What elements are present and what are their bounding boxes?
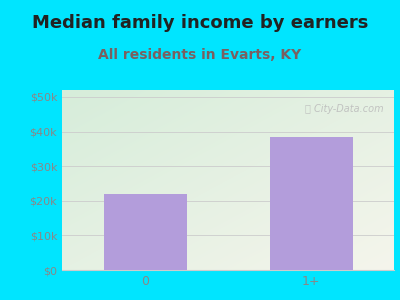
Bar bbox=[270, 137, 352, 270]
Text: Median family income by earners: Median family income by earners bbox=[32, 14, 368, 32]
Text: ⓘ City-Data.com: ⓘ City-Data.com bbox=[306, 104, 384, 114]
Text: All residents in Evarts, KY: All residents in Evarts, KY bbox=[98, 48, 302, 62]
Bar bbox=[104, 194, 186, 270]
